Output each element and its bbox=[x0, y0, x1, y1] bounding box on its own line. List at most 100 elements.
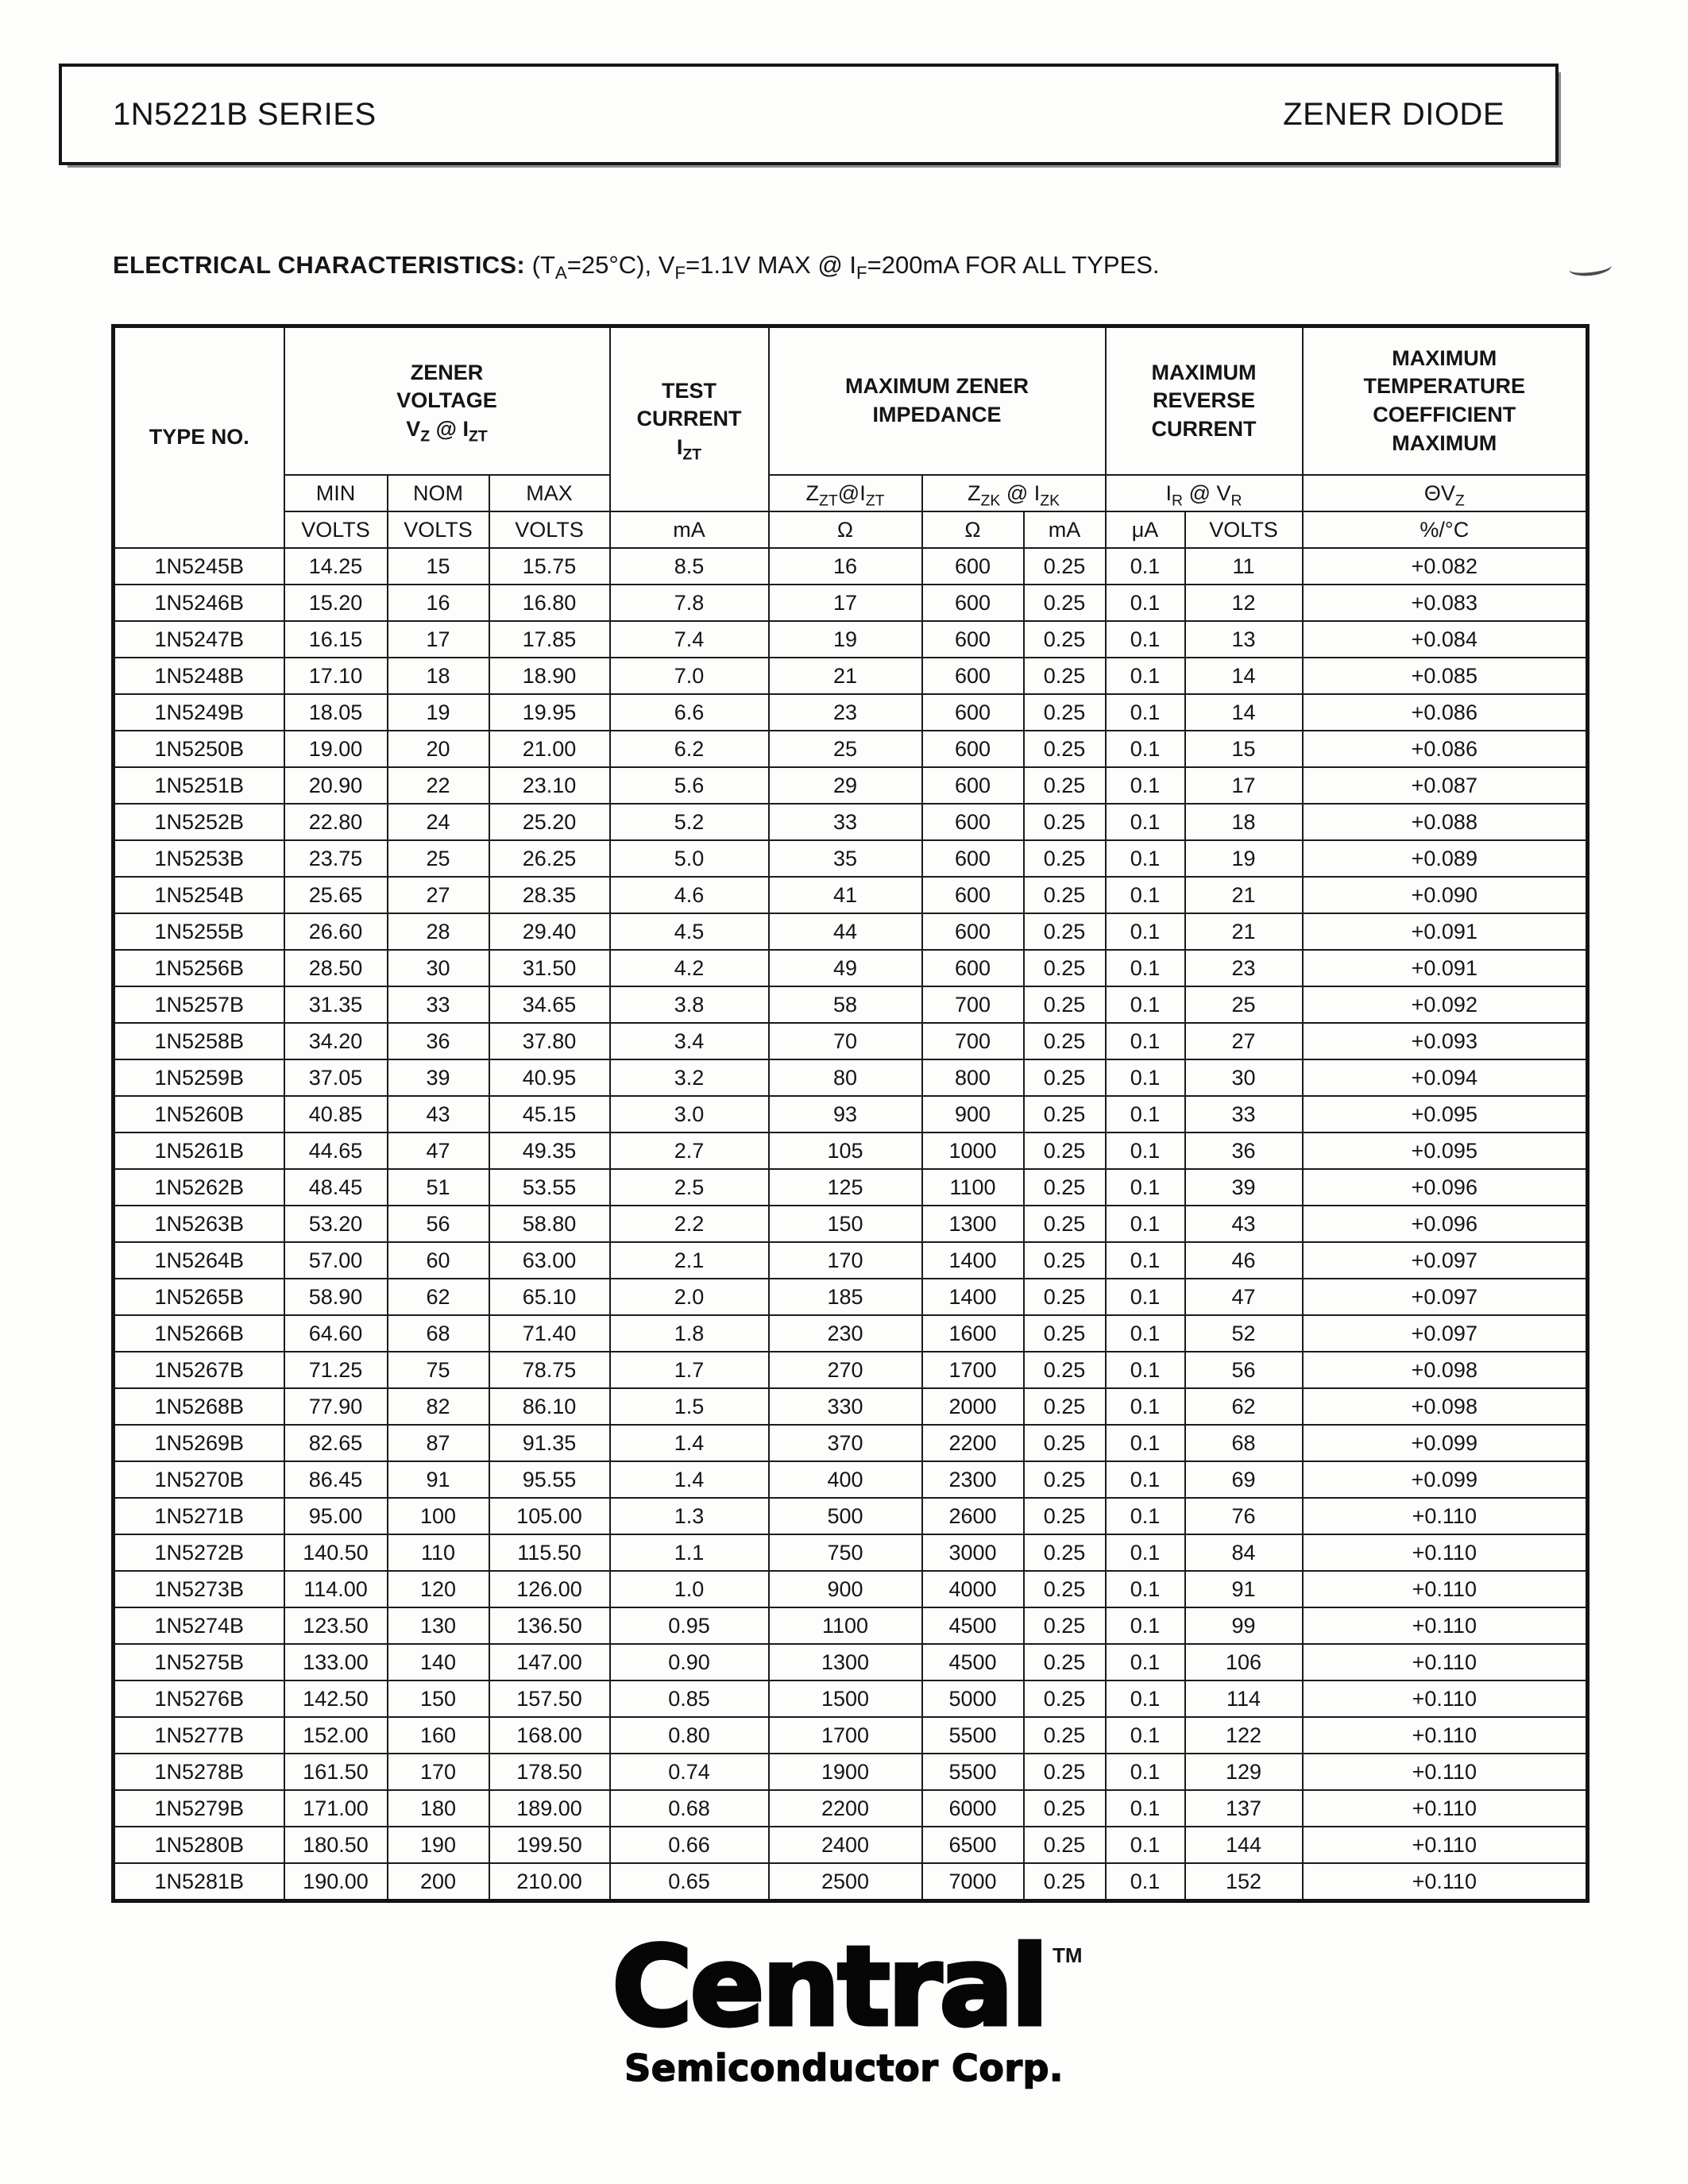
value-cell: 2200 bbox=[921, 1424, 1025, 1462]
value-cell: +0.092 bbox=[1301, 986, 1589, 1024]
type-no-cell: 1N5278B bbox=[112, 1753, 285, 1791]
value-cell: 137 bbox=[1184, 1789, 1304, 1827]
value-cell: 2.2 bbox=[608, 1205, 770, 1243]
value-cell: 0.25 bbox=[1022, 547, 1107, 585]
header-unit-row: VOLTS VOLTS VOLTS mA Ω Ω mA μA VOLTS %/°… bbox=[114, 511, 1589, 549]
value-cell: 3.8 bbox=[608, 986, 770, 1024]
value-cell: +0.110 bbox=[1301, 1826, 1589, 1864]
value-cell: 129 bbox=[1184, 1753, 1304, 1791]
value-cell: 37.05 bbox=[283, 1059, 388, 1097]
value-cell: 44 bbox=[767, 913, 923, 951]
table-row: 1N5272B 140.50 110 115.50 1.1 750 3000 0.25 0.1 8… bbox=[112, 1534, 1589, 1572]
value-cell: 56 bbox=[1184, 1351, 1304, 1389]
value-cell: +0.110 bbox=[1301, 1789, 1589, 1827]
value-cell: 1000 bbox=[921, 1132, 1025, 1170]
value-cell: 152 bbox=[1184, 1862, 1304, 1902]
section-title-conditions: (TA=25°C), VF=1.1V MAX @ IF=200mA FOR AL… bbox=[525, 251, 1160, 284]
value-cell: 114 bbox=[1184, 1680, 1304, 1718]
table-row: 1N5281B 190.00 200 210.00 0.65 2500 7000 0.25 0.… bbox=[112, 1862, 1589, 1902]
value-cell: 0.25 bbox=[1022, 693, 1107, 731]
value-cell: 77.90 bbox=[283, 1387, 388, 1426]
type-no-cell: 1N5257B bbox=[112, 986, 285, 1024]
table-row: 1N5267B 71.25 75 78.75 1.7 270 1700 0.25 0.1 56 +0… bbox=[112, 1351, 1589, 1389]
value-cell: 12 bbox=[1184, 584, 1304, 622]
value-cell: 28.35 bbox=[488, 876, 611, 914]
value-cell: 5.2 bbox=[608, 803, 770, 841]
value-cell: 47 bbox=[1184, 1278, 1304, 1316]
value-cell: +0.091 bbox=[1301, 913, 1589, 951]
value-cell: 0.25 bbox=[1022, 1862, 1107, 1902]
value-cell: 1.0 bbox=[608, 1570, 770, 1608]
value-cell: 87 bbox=[386, 1424, 490, 1462]
value-cell: 190.00 bbox=[283, 1862, 388, 1902]
value-cell: 17.85 bbox=[488, 620, 611, 658]
col-group-max-reverse-current: MAXIMUM REVERSE CURRENT bbox=[1104, 325, 1304, 476]
type-no-cell: 1N5264B bbox=[112, 1241, 285, 1279]
col-header-max: MAX bbox=[488, 474, 611, 512]
section-title: ELECTRICAL CHARACTERISTICS: (TA=25°C), V… bbox=[113, 251, 1160, 284]
value-cell: 190 bbox=[386, 1826, 490, 1864]
type-no-cell: 1N5263B bbox=[112, 1205, 285, 1243]
value-cell: +0.094 bbox=[1301, 1059, 1589, 1097]
value-cell: 22.80 bbox=[283, 803, 388, 841]
value-cell: +0.110 bbox=[1301, 1862, 1589, 1902]
value-cell: 4500 bbox=[921, 1643, 1025, 1681]
value-cell: 6.2 bbox=[608, 730, 770, 768]
value-cell: 0.25 bbox=[1022, 1205, 1107, 1243]
value-cell: 71.40 bbox=[488, 1314, 611, 1352]
table-row: 1N5256B 28.50 30 31.50 4.2 49 600 0.25 0.1 23 +0.0… bbox=[112, 949, 1589, 987]
value-cell: 16 bbox=[386, 584, 490, 622]
value-cell: 0.90 bbox=[608, 1643, 770, 1681]
value-cell: 58.90 bbox=[283, 1278, 388, 1316]
value-cell: +0.090 bbox=[1301, 876, 1589, 914]
value-cell: +0.086 bbox=[1301, 693, 1589, 731]
value-cell: 2300 bbox=[921, 1461, 1025, 1499]
value-cell: 0.25 bbox=[1022, 657, 1107, 695]
value-cell: 6.6 bbox=[608, 693, 770, 731]
value-cell: 31.35 bbox=[283, 986, 388, 1024]
series-title: 1N5221B SERIES bbox=[113, 96, 377, 132]
type-no-cell: 1N5255B bbox=[112, 913, 285, 951]
value-cell: 0.1 bbox=[1104, 766, 1186, 805]
value-cell: 110 bbox=[386, 1534, 490, 1572]
table-row: 1N5263B 53.20 56 58.80 2.2 150 1300 0.25 0.1 43 +0… bbox=[112, 1205, 1589, 1243]
value-cell: 78.75 bbox=[488, 1351, 611, 1389]
value-cell: +0.110 bbox=[1301, 1716, 1589, 1754]
value-cell: 0.1 bbox=[1104, 693, 1186, 731]
value-cell: 16.80 bbox=[488, 584, 611, 622]
value-cell: 27 bbox=[1184, 1022, 1304, 1060]
table-row: 1N5248B 17.10 18 18.90 7.0 21 600 0.25 0.1 14 +0.0… bbox=[112, 657, 1589, 695]
value-cell: 27 bbox=[386, 876, 490, 914]
value-cell: 86.45 bbox=[283, 1461, 388, 1499]
value-cell: 28 bbox=[386, 913, 490, 951]
table-row: 1N5268B 77.90 82 86.10 1.5 330 2000 0.25 0.1 62 +0… bbox=[112, 1387, 1589, 1426]
value-cell: 750 bbox=[767, 1534, 923, 1572]
value-cell: 0.25 bbox=[1022, 1241, 1107, 1279]
value-cell: 1.8 bbox=[608, 1314, 770, 1352]
value-cell: 115.50 bbox=[488, 1534, 611, 1572]
value-cell: 80 bbox=[767, 1059, 923, 1097]
type-no-cell: 1N5280B bbox=[112, 1826, 285, 1864]
value-cell: 4.2 bbox=[608, 949, 770, 987]
value-cell: +0.110 bbox=[1301, 1534, 1589, 1572]
value-cell: 7000 bbox=[921, 1862, 1025, 1902]
value-cell: 23.75 bbox=[283, 839, 388, 878]
value-cell: 34.20 bbox=[283, 1022, 388, 1060]
value-cell: 100 bbox=[386, 1497, 490, 1535]
value-cell: 123.50 bbox=[283, 1607, 388, 1645]
section-title-label: ELECTRICAL CHARACTERISTICS: bbox=[113, 251, 526, 279]
value-cell: 0.25 bbox=[1022, 1570, 1107, 1608]
value-cell: 26.25 bbox=[488, 839, 611, 878]
value-cell: 0.1 bbox=[1104, 1168, 1186, 1206]
value-cell: 142.50 bbox=[283, 1680, 388, 1718]
value-cell: 0.1 bbox=[1104, 1278, 1186, 1316]
type-no-cell: 1N5276B bbox=[112, 1680, 285, 1718]
value-cell: 0.25 bbox=[1022, 1461, 1107, 1499]
value-cell: 47 bbox=[386, 1132, 490, 1170]
table-row: 1N5279B 171.00 180 189.00 0.68 2200 6000 0.25 0.… bbox=[112, 1789, 1589, 1827]
value-cell: 95.55 bbox=[488, 1461, 611, 1499]
type-no-cell: 1N5245B bbox=[112, 547, 285, 585]
value-cell: 133.00 bbox=[283, 1643, 388, 1681]
value-cell: 150 bbox=[767, 1205, 923, 1243]
value-cell: 900 bbox=[921, 1095, 1025, 1133]
